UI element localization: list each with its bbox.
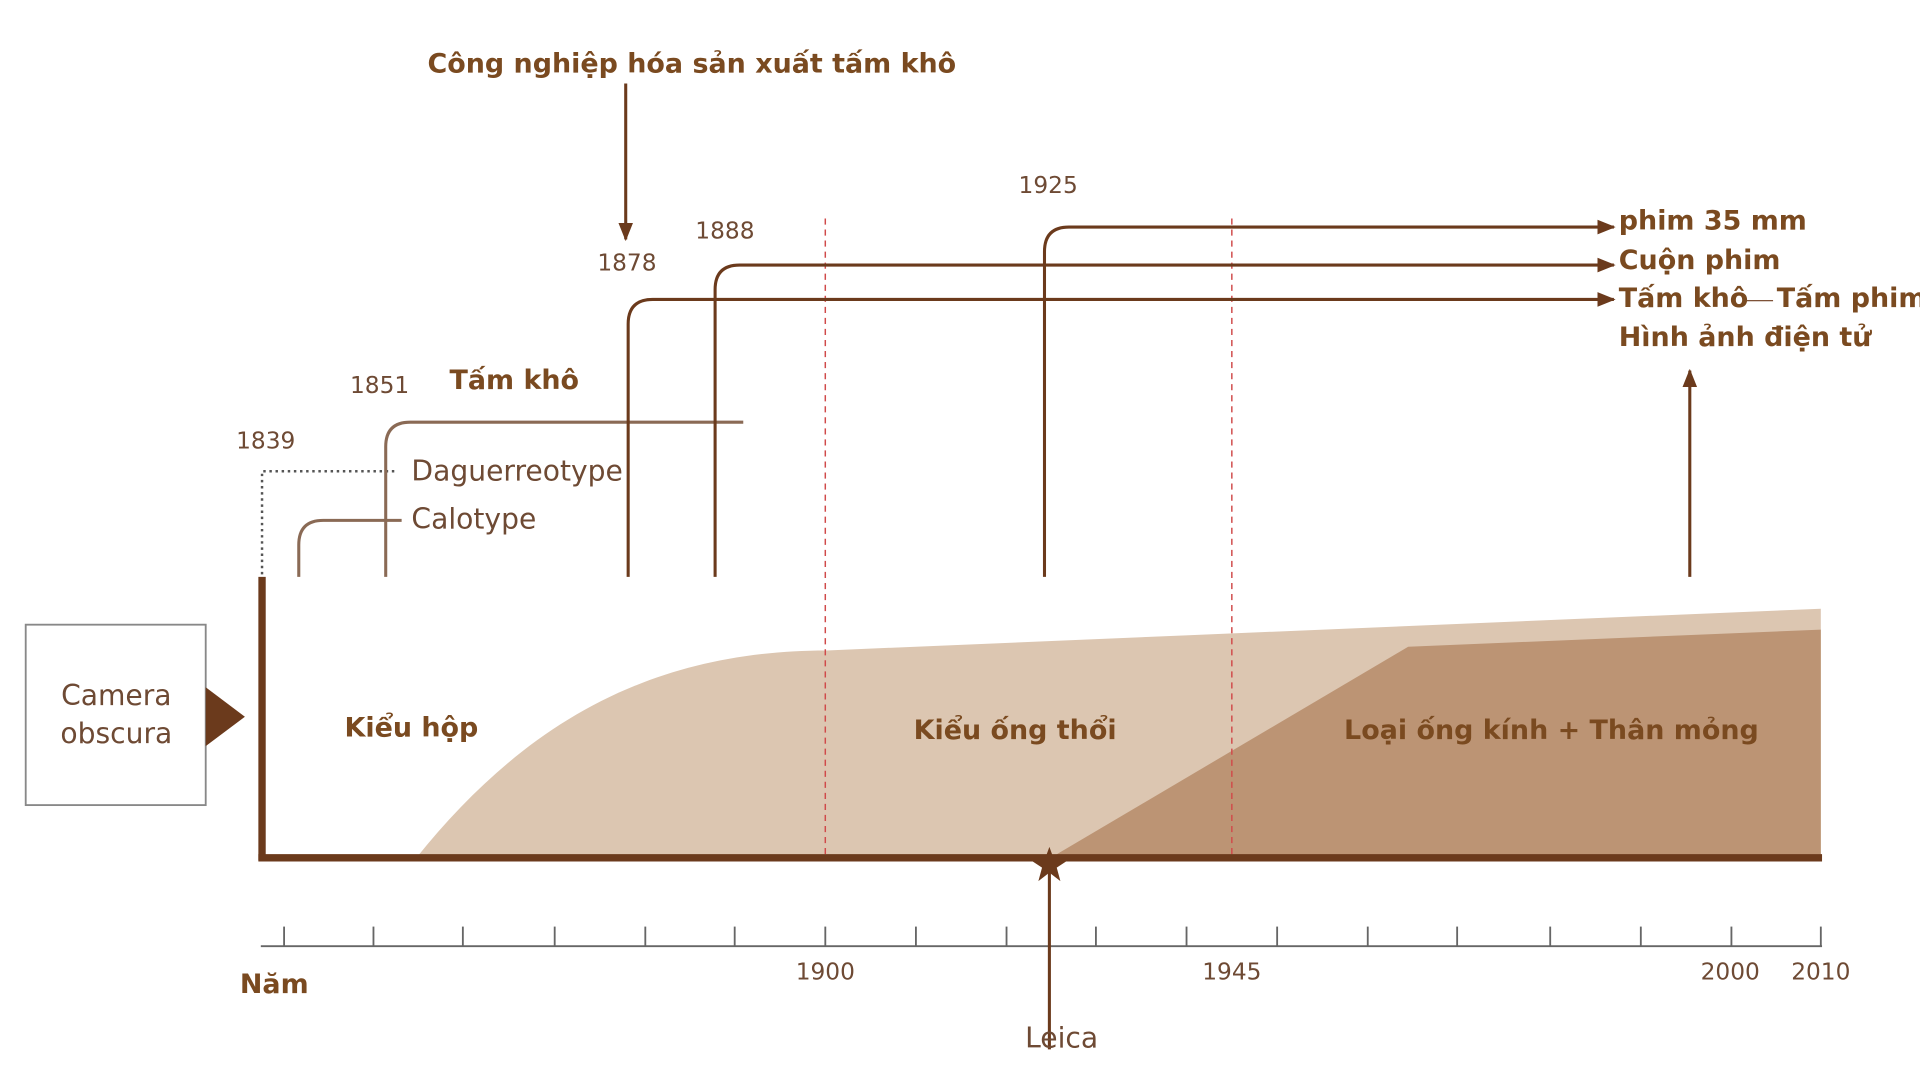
outcome-label: phim 35 mm	[1619, 206, 1807, 237]
camera-obscura-box	[24, 623, 207, 807]
axis-tick-label: 2000	[1701, 959, 1760, 986]
axis-label: Năm	[240, 969, 309, 1000]
year-label: 1925	[1019, 172, 1078, 199]
axis-tick-label: 1900	[796, 959, 855, 986]
branch-label: Calotype	[411, 502, 536, 535]
axis-tick-label: 1945	[1202, 959, 1261, 986]
lens-body-area	[1050, 629, 1821, 858]
outcome-label: Cuộn phim	[1619, 245, 1781, 276]
calotype-line	[297, 518, 402, 577]
annotation: Công nghiệp hóa sản xuất tấm khô	[427, 49, 956, 80]
outcome-label: Tấm khô	[1619, 283, 1749, 314]
region-label: Kiểu ống thổi	[914, 713, 1117, 746]
outcome-label: Hình ảnh điện tử	[1619, 322, 1872, 353]
dry-plate-line	[384, 420, 744, 577]
branch-label: Daguerreotype	[411, 454, 622, 487]
branch-arrow	[713, 257, 1616, 577]
daguerreotype-line	[260, 470, 398, 575]
box-label: obscura	[60, 717, 172, 750]
arrow-head	[205, 687, 245, 747]
branch-label: Tấm khô	[450, 365, 580, 396]
axis-tick-label: 2010	[1791, 959, 1850, 986]
branch-arrow	[626, 292, 1616, 577]
year-label: 1878	[597, 249, 656, 276]
region-label: Loại ống kính + Thân mỏng	[1344, 715, 1759, 746]
region-label: Kiểu hộp	[345, 710, 479, 743]
leica-star	[1031, 846, 1068, 882]
year-label: 1839	[236, 427, 295, 454]
year-label: 1851	[350, 372, 409, 399]
box-label: Camera	[61, 679, 171, 712]
branch-arrow	[1042, 219, 1616, 577]
leica-label: Leica	[1025, 1021, 1098, 1054]
outcome-label: Tấm phim	[1777, 283, 1920, 314]
year-axis	[260, 926, 1823, 948]
year-label: 1888	[695, 217, 754, 244]
